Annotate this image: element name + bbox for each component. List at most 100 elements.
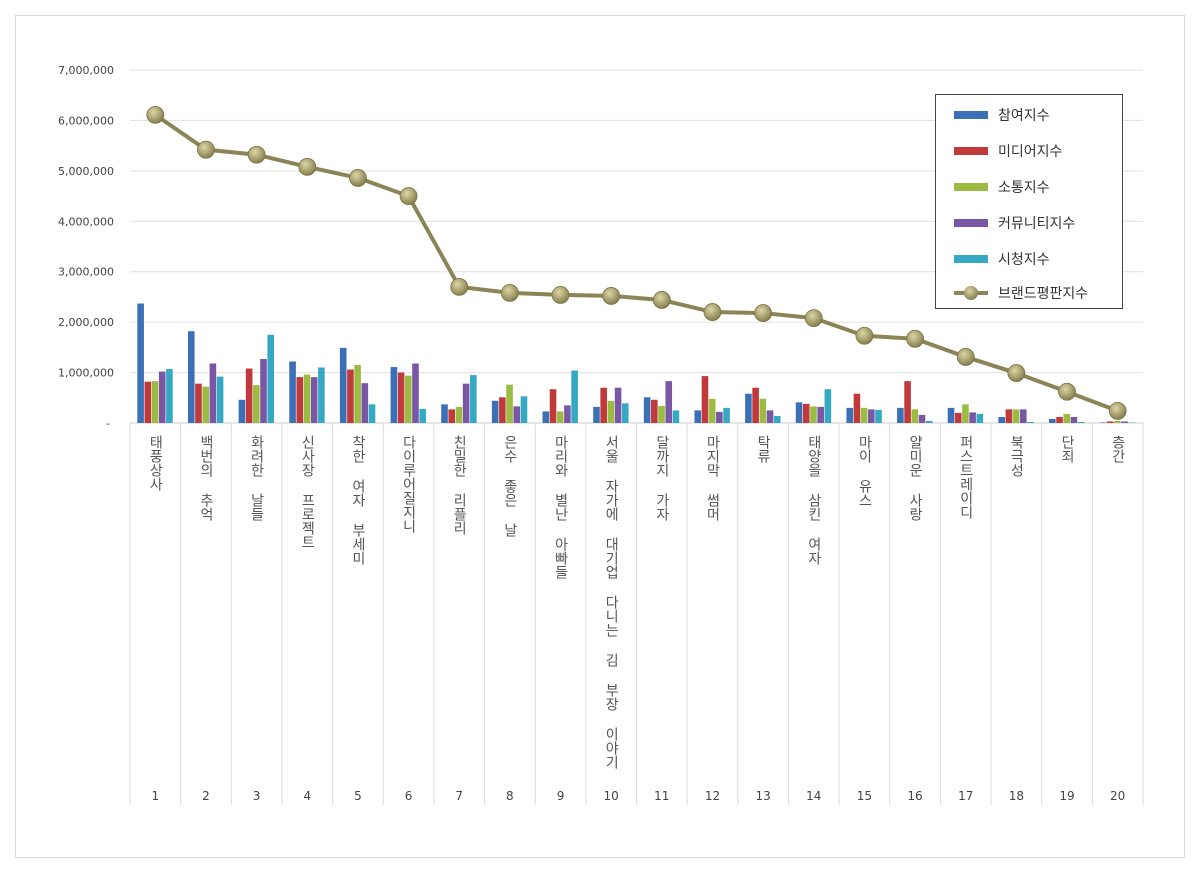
bar-4-17	[969, 412, 976, 423]
bar-2-1	[144, 381, 152, 423]
category-label: 단죄	[1059, 435, 1076, 463]
category-label: 화려한 날들	[248, 435, 265, 521]
rank-label: 2	[202, 789, 210, 803]
category-label: 마리와 별난 아빠들	[552, 435, 569, 579]
rank-label: 3	[252, 789, 261, 803]
category-label: 은수 좋은 날	[501, 435, 518, 537]
bar-4-20	[1121, 421, 1128, 423]
bar-3-17	[962, 404, 969, 423]
bar-2-7	[448, 409, 456, 423]
rank-label: 5	[354, 789, 362, 803]
bar-4-10	[614, 387, 622, 423]
bar-2-14	[802, 403, 810, 423]
bar-4-16	[918, 414, 926, 423]
bar-3-8	[506, 384, 513, 423]
bar-1-10	[593, 406, 600, 423]
bar-1-14	[795, 402, 803, 423]
legend-item-communication: 소통지수	[954, 177, 1050, 197]
legend-line-marker	[954, 286, 988, 300]
bar-5-18	[1027, 421, 1034, 423]
bar-4-13	[766, 410, 774, 423]
bar-2-10	[600, 387, 607, 423]
rank-label: 11	[654, 789, 670, 803]
bar-1-16	[897, 407, 904, 423]
bar-4-6	[412, 363, 419, 423]
rank-label: 14	[806, 789, 822, 803]
brand-reputation-point-5	[349, 169, 367, 187]
y-tick-label: 2,000,000	[58, 316, 114, 329]
brand-reputation-point-8	[500, 283, 519, 302]
bar-1-4	[289, 361, 296, 423]
bar-2-17	[954, 412, 962, 423]
bar-5-10	[621, 403, 629, 423]
legend-item-media: 미디어지수	[954, 141, 1062, 161]
y-tick-label: -	[106, 417, 110, 430]
rank-label: 13	[755, 789, 771, 803]
bar-1-8	[491, 400, 499, 423]
legend-swatch	[954, 255, 988, 263]
legend-label: 커뮤니티지수	[998, 216, 1076, 232]
bar-4-18	[1019, 409, 1027, 423]
rank-label: 6	[404, 789, 413, 803]
bar-1-5	[339, 347, 347, 423]
bar-2-6	[397, 372, 405, 423]
rank-label: 19	[1059, 789, 1075, 803]
rank-label: 4	[303, 789, 312, 803]
bar-5-3	[267, 334, 275, 423]
bar-4-15	[868, 409, 875, 423]
bar-1-2	[187, 331, 195, 423]
category-label: 마이 유스	[856, 435, 873, 507]
bar-1-18	[998, 416, 1005, 423]
bar-3-10	[607, 400, 615, 423]
bar-4-19	[1070, 416, 1078, 423]
bar-1-17	[947, 407, 955, 423]
bar-1-6	[390, 367, 398, 423]
bar-5-11	[672, 410, 680, 423]
bar-2-4	[296, 377, 304, 423]
bar-1-7	[441, 404, 448, 423]
bar-3-1	[151, 381, 159, 423]
bar-5-1	[166, 369, 173, 423]
category-label: 다이루어질지니	[400, 435, 417, 533]
category-label: 신사장 프로젝트	[299, 435, 316, 549]
bar-4-9	[564, 405, 571, 423]
brand-reputation-point-19	[1058, 382, 1076, 401]
bar-5-19	[1077, 421, 1085, 423]
category-label: 탁류	[755, 435, 772, 463]
category-label: 북극성	[1008, 435, 1025, 477]
y-tick-label: 4,000,000	[58, 215, 114, 228]
brand-reputation-point-4	[298, 157, 317, 176]
bar-1-12	[694, 410, 702, 423]
bar-5-4	[318, 367, 325, 423]
brand-reputation-point-7	[450, 277, 469, 296]
bar-4-3	[260, 358, 267, 423]
bar-3-3	[253, 385, 260, 423]
legend-swatch	[954, 111, 988, 119]
category-label: 달까지 가자	[653, 435, 670, 521]
bar-5-13	[773, 415, 781, 423]
bar-4-4	[310, 377, 318, 423]
y-tick-label: 3,000,000	[58, 266, 114, 279]
bar-3-19	[1063, 413, 1071, 423]
bar-5-9	[571, 370, 578, 423]
legend-label: 소통지수	[998, 180, 1050, 196]
bar-1-11	[643, 397, 651, 423]
bar-3-5	[354, 365, 361, 423]
rank-label: 7	[455, 789, 464, 803]
rank-label: 20	[1110, 789, 1126, 803]
category-label: 친밀한 리플리	[451, 435, 468, 535]
category-label: 층간	[1109, 435, 1126, 463]
legend-swatch	[954, 183, 988, 191]
rank-label: 16	[907, 789, 923, 803]
bar-2-19	[1056, 416, 1063, 423]
bar-3-18	[1012, 409, 1020, 423]
bar-1-15	[846, 407, 854, 423]
bar-1-3	[238, 399, 246, 423]
category-label: 퍼스트레이디	[957, 435, 974, 519]
bar-2-16	[904, 381, 911, 423]
bar-2-12	[701, 376, 709, 423]
brand-reputation-point-20	[1108, 401, 1127, 420]
bar-5-5	[368, 404, 376, 423]
bar-2-18	[1005, 409, 1013, 423]
y-tick-label: 5,000,000	[58, 165, 114, 178]
